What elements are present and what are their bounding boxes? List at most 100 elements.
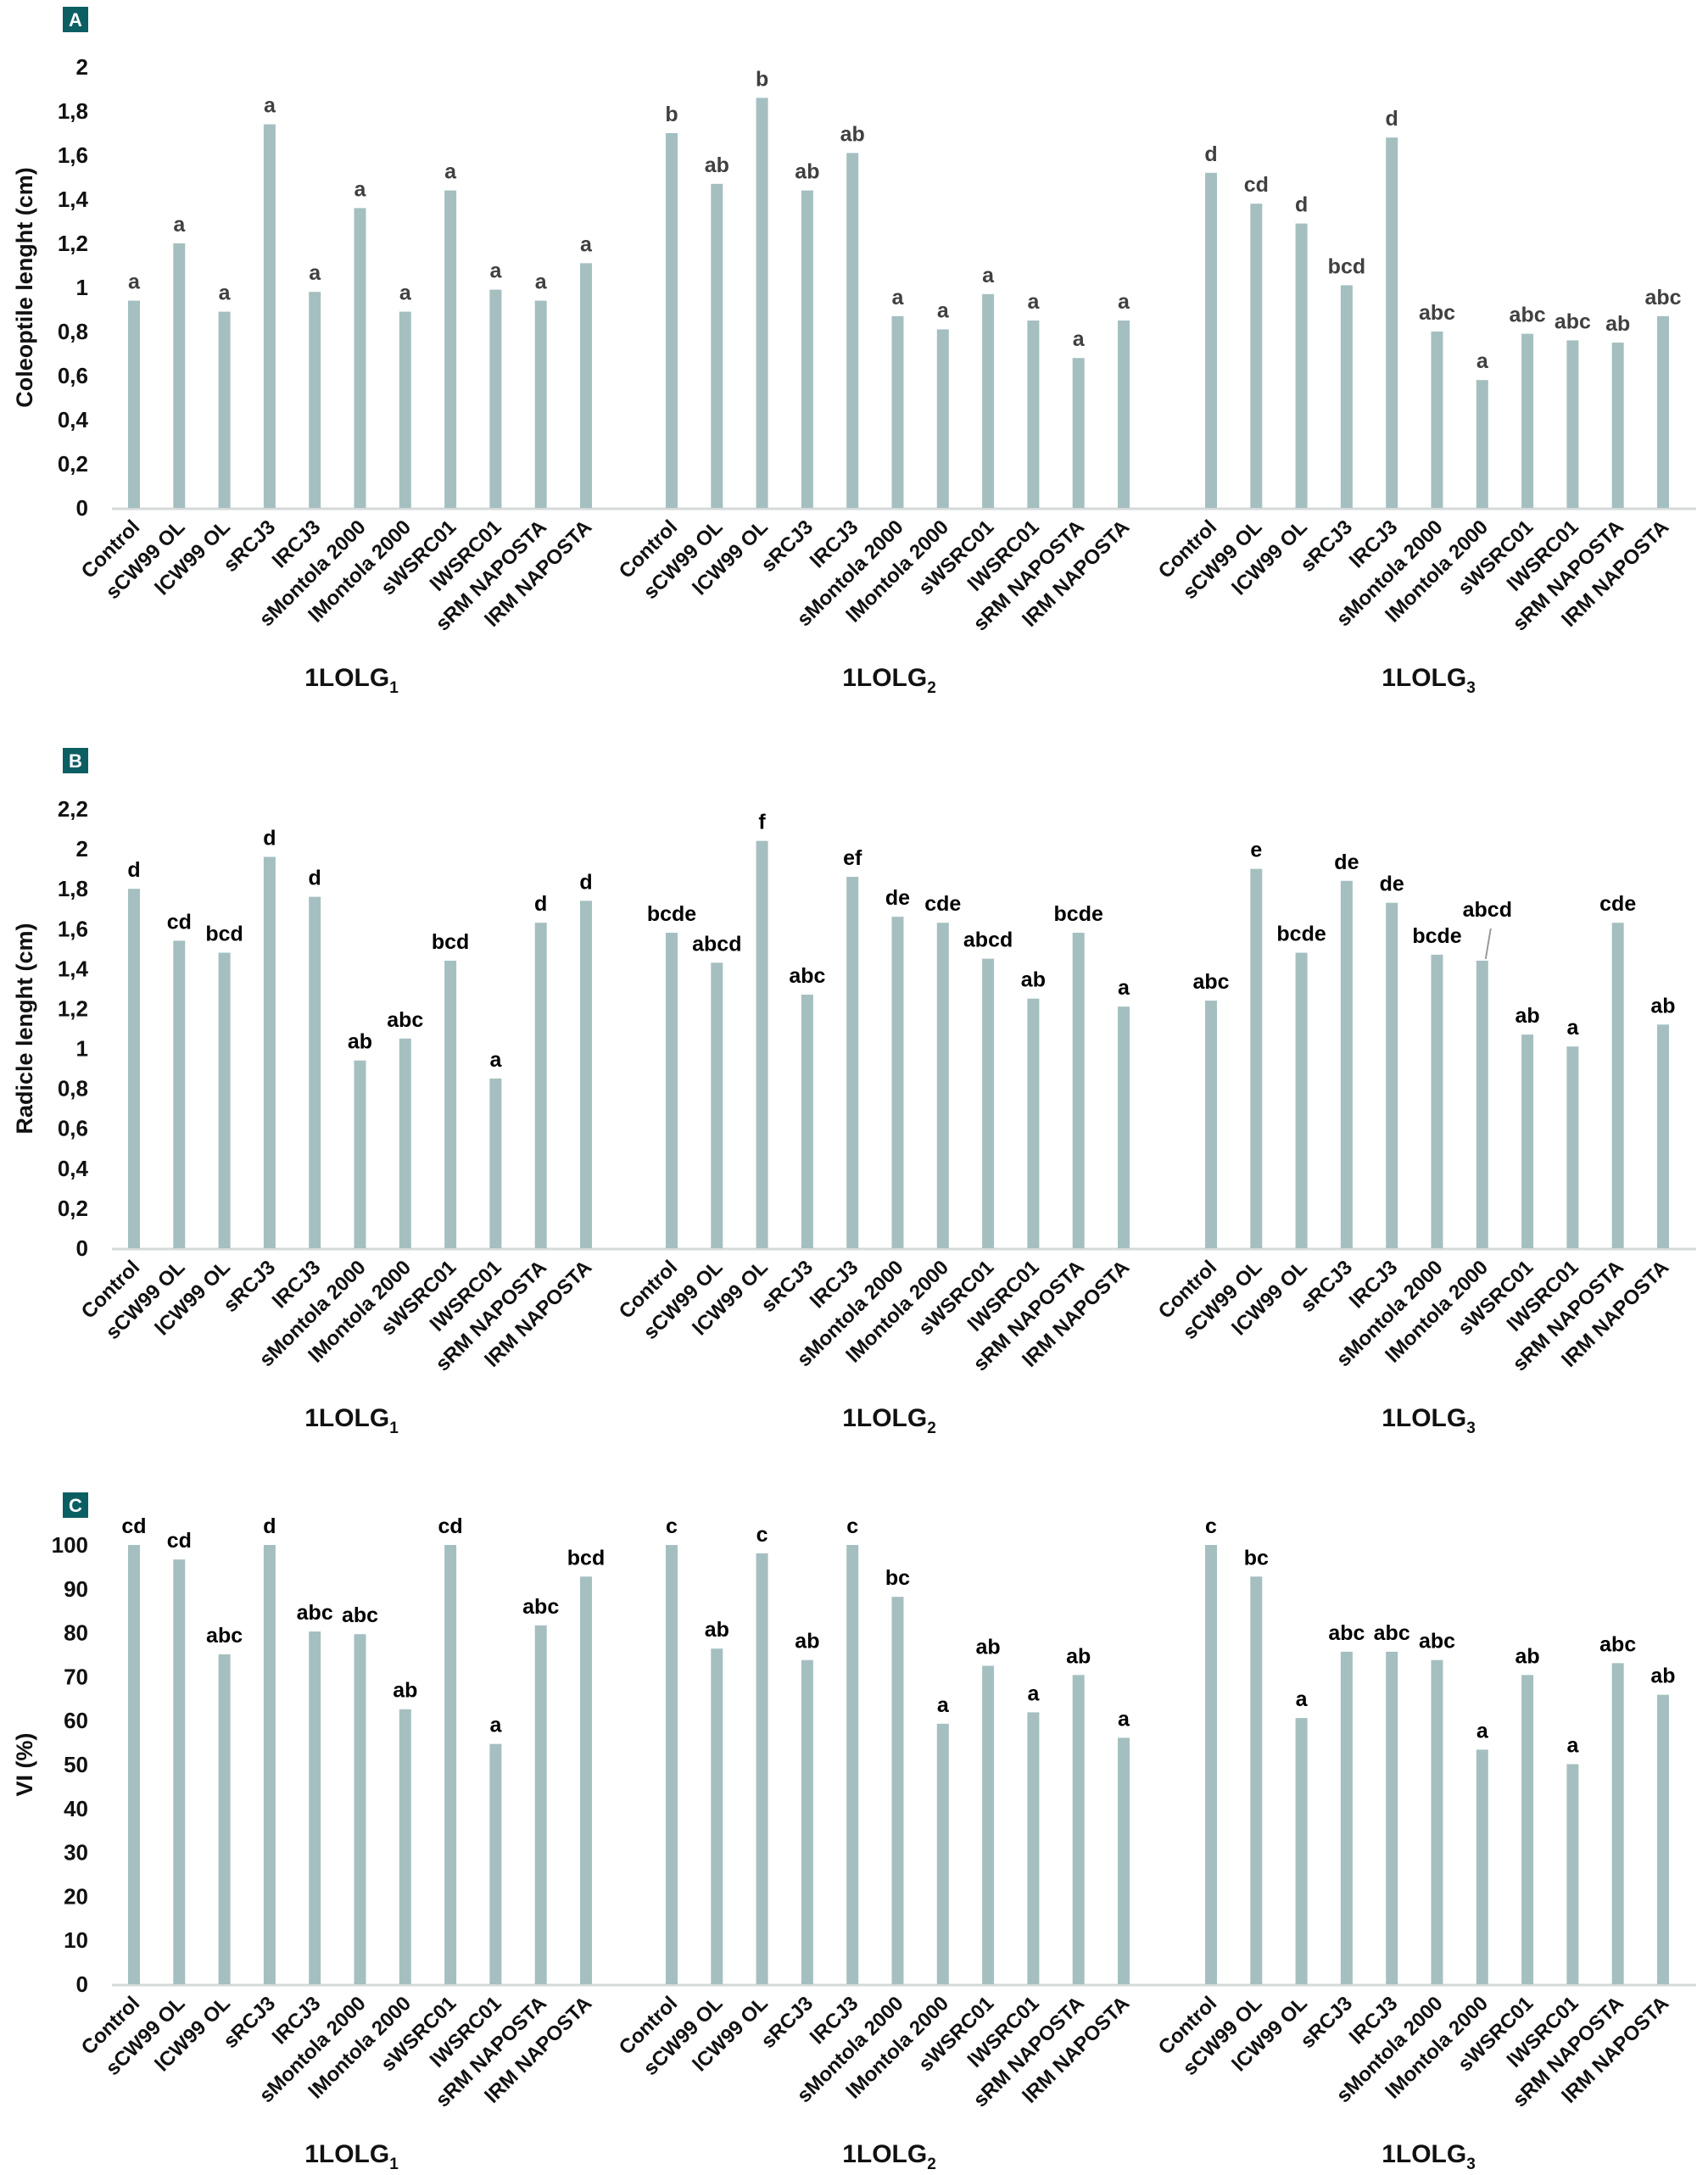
x-tick-label: sRCJ3 (756, 1992, 818, 2053)
group-label: 1LOLG2 (842, 2140, 936, 2173)
significance-letter: f (758, 811, 766, 834)
bar (580, 901, 592, 1248)
significance-letter: ab (1066, 1644, 1091, 1668)
y-tick-label: 60 (64, 1708, 88, 1733)
group-label: 1LOLG3 (1381, 1404, 1476, 1437)
significance-letter: bcd (432, 930, 469, 954)
y-tick-label: 1 (76, 275, 88, 300)
significance-letter: c (846, 1514, 858, 1538)
significance-letter: ab (1605, 312, 1630, 336)
significance-letter: ab (1515, 1004, 1540, 1028)
bar (263, 124, 276, 508)
significance-letter: c (666, 1514, 678, 1538)
group-label: 1LOLG1 (304, 664, 399, 697)
bar (1386, 902, 1398, 1248)
y-tick-label: 1,8 (58, 98, 88, 124)
bar (891, 917, 904, 1248)
group-label: 1LOLG2 (842, 1404, 936, 1437)
bar (399, 311, 411, 508)
bar (982, 293, 995, 508)
bar (534, 1625, 547, 1984)
y-tick-label: 1,2 (58, 231, 88, 256)
y-tick-label: 70 (64, 1664, 88, 1689)
significance-letter: a (580, 232, 593, 256)
bar (444, 1545, 457, 1984)
significance-letter: ab (1515, 1644, 1540, 1668)
bar (128, 1545, 140, 1984)
significance-letter: ab (795, 1630, 819, 1654)
bar (936, 1723, 949, 1984)
y-tick-label: 90 (64, 1576, 88, 1602)
significance-letter: de (1380, 873, 1404, 896)
bar (1072, 932, 1085, 1248)
y-tick-label: 1 (76, 1036, 88, 1062)
significance-letter: a (489, 1714, 502, 1737)
bar (309, 1631, 321, 1984)
group-label-subscript: 3 (1466, 1419, 1476, 1437)
bar (128, 300, 140, 508)
significance-letter: a (1118, 1707, 1130, 1731)
significance-letter: a (309, 261, 321, 285)
group-label: 1LOLG3 (1381, 664, 1476, 697)
bar (1205, 1001, 1217, 1248)
significance-letter: a (1566, 1733, 1579, 1757)
significance-letter: bcde (1054, 902, 1103, 926)
bar (982, 1665, 995, 1984)
bar (1431, 332, 1443, 508)
group-label-subscript: 2 (927, 2155, 936, 2173)
bar (534, 300, 547, 508)
bar (711, 183, 723, 509)
significance-letter: cd (121, 1514, 146, 1538)
significance-letter: c (756, 1523, 768, 1547)
bar (1521, 1035, 1534, 1248)
y-axis-title: Coleoptile lenght (cm) (12, 167, 37, 408)
y-tick-label: 10 (64, 1927, 88, 1953)
bar (399, 1038, 411, 1248)
bar (263, 1545, 276, 1984)
group-label: 1LOLG3 (1381, 2140, 1476, 2173)
significance-letter: bcde (1412, 924, 1461, 948)
significance-letter: a (1118, 290, 1130, 314)
bar (399, 1709, 411, 1984)
bar (1340, 1651, 1353, 1984)
significance-letter: a (399, 282, 412, 305)
group-label: 1LOLG1 (304, 1404, 399, 1437)
significance-letter: a (1027, 1681, 1040, 1705)
significance-letter: a (354, 177, 367, 201)
significance-letter: d (1204, 142, 1217, 166)
significance-letter: ab (1650, 1665, 1675, 1688)
significance-letter: bc (885, 1566, 910, 1590)
group-label-subscript: 3 (1466, 2155, 1476, 2173)
bar (1657, 1694, 1669, 1984)
group-label-subscript: 2 (927, 679, 936, 697)
y-tick-label: 40 (64, 1796, 88, 1821)
significance-letter: abcd (692, 932, 741, 956)
significance-letter: abc (789, 964, 825, 988)
significance-letter: bcd (567, 1546, 605, 1570)
bar (1250, 868, 1263, 1248)
panel-badge-box (63, 7, 88, 32)
y-tick-label: 0,6 (58, 1116, 88, 1141)
bar (1611, 1663, 1624, 1984)
significance-letter: ab (705, 153, 729, 177)
bar (1386, 1651, 1398, 1984)
y-tick-label: 1,4 (58, 956, 89, 981)
bar (489, 1743, 502, 1984)
group-label-subscript: 1 (389, 2155, 399, 2173)
significance-letter: a (982, 264, 995, 287)
significance-letter: bcde (1276, 923, 1326, 946)
x-tick-label: sRCJ3 (756, 1256, 818, 1317)
bar (1250, 1576, 1263, 1984)
significance-letter: d (309, 867, 321, 890)
bar (711, 962, 723, 1248)
bar (1118, 1737, 1130, 1984)
significance-letter: a (1118, 976, 1130, 1000)
bar (846, 153, 859, 508)
bar (1027, 1712, 1040, 1984)
significance-letter: abc (206, 1624, 243, 1648)
significance-letter: bcde (647, 902, 696, 926)
significance-letter: abc (522, 1595, 559, 1619)
significance-letter: d (263, 827, 276, 850)
significance-letter: abc (1555, 310, 1591, 333)
significance-letter: bc (1244, 1546, 1269, 1570)
